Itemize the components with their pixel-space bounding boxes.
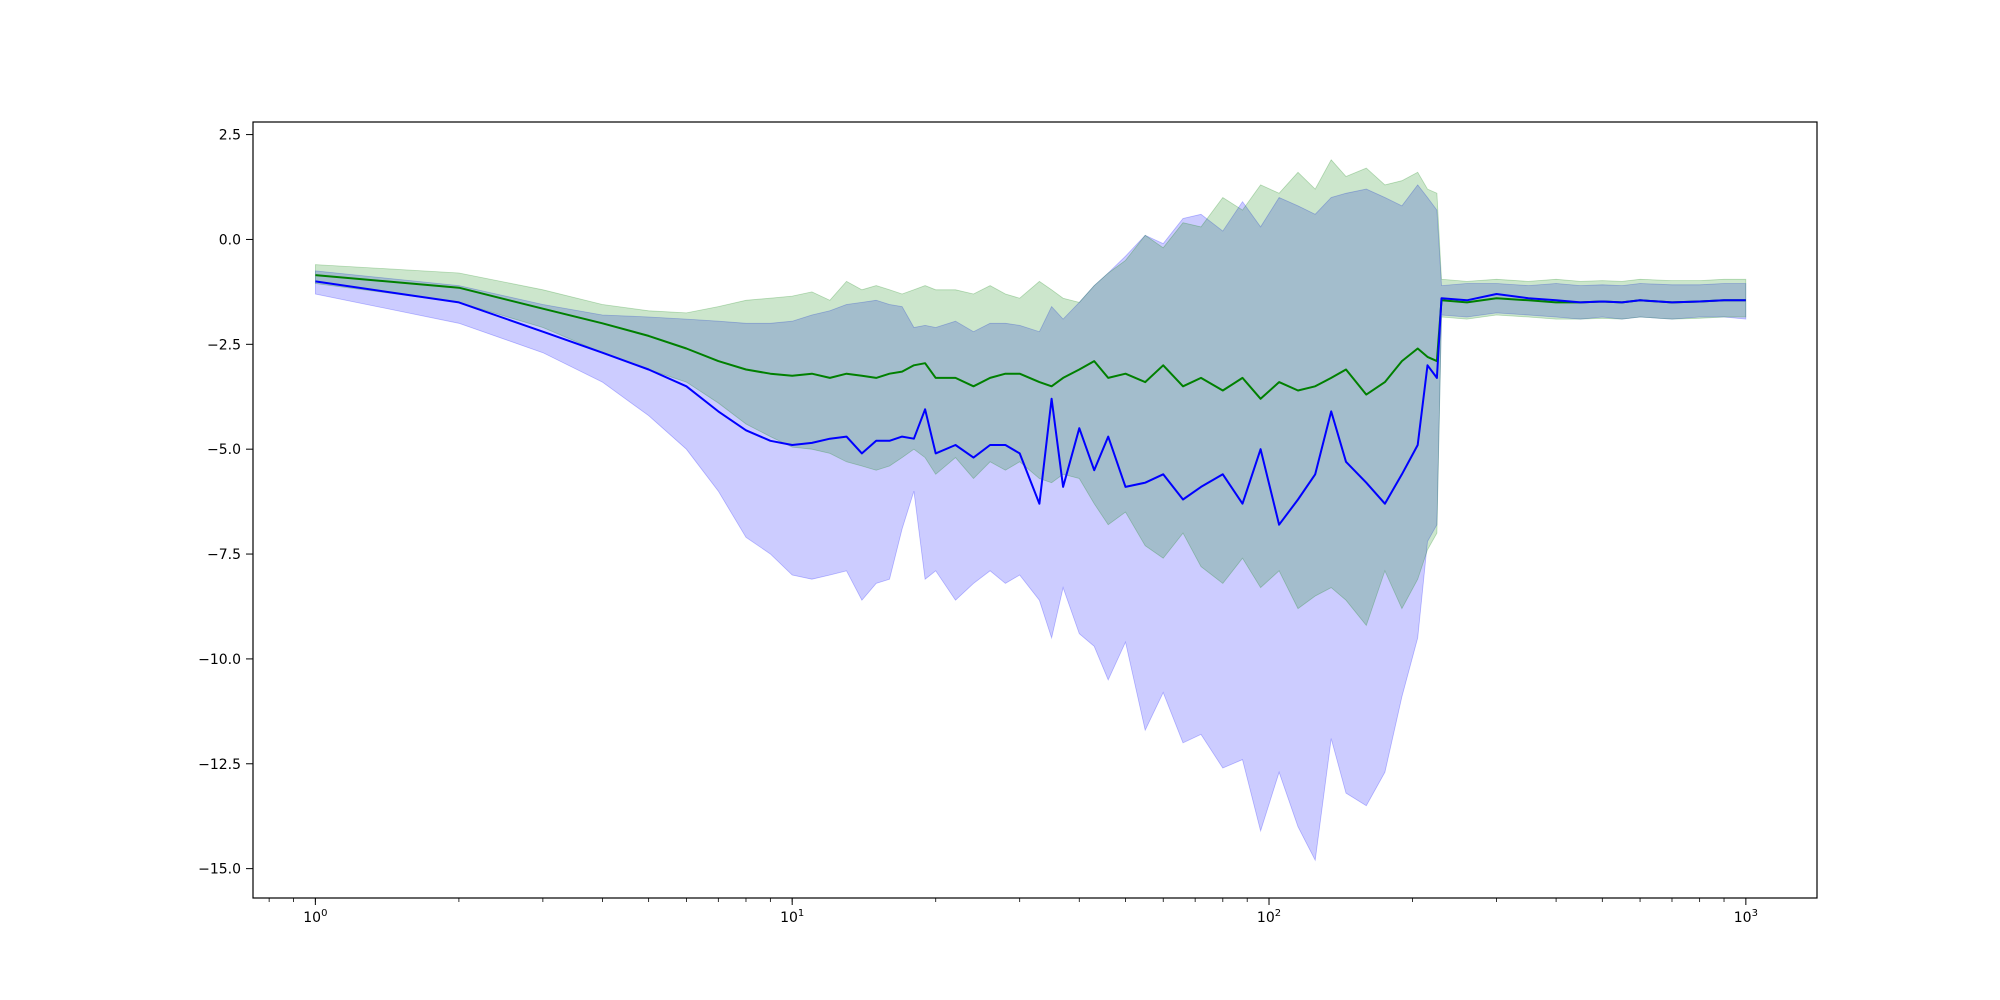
y-tick-label: 2.5 [219,128,241,144]
y-tick-label: −10.0 [198,652,241,668]
x-tick-label: 100 [303,908,327,926]
series-lines [315,274,1746,526]
y-tick-label: −12.5 [198,757,241,773]
y-axis: 2.5 0.0 −2.5 −5.0 −7.5 −10.0 −12.5 −15.0 [198,128,253,878]
y-tick-label: −15.0 [198,862,241,878]
x-tick-label: 101 [780,908,804,926]
series-1-line [315,274,1746,400]
x-axis: 100 101 102 103 [268,898,1758,926]
x-tick-label: 102 [1257,908,1281,926]
series-0-band [314,184,1747,862]
y-tick-label: −7.5 [207,547,241,563]
y-tick-label: 0.0 [219,232,241,248]
series-0-line [315,280,1746,526]
y-tick-label: −5.0 [207,442,241,458]
y-tick-label: −2.5 [207,337,241,353]
plot-frame [252,121,1818,899]
series-1-band [314,159,1747,627]
confidence-bands [314,159,1747,862]
x-tick-label: 103 [1734,908,1758,926]
